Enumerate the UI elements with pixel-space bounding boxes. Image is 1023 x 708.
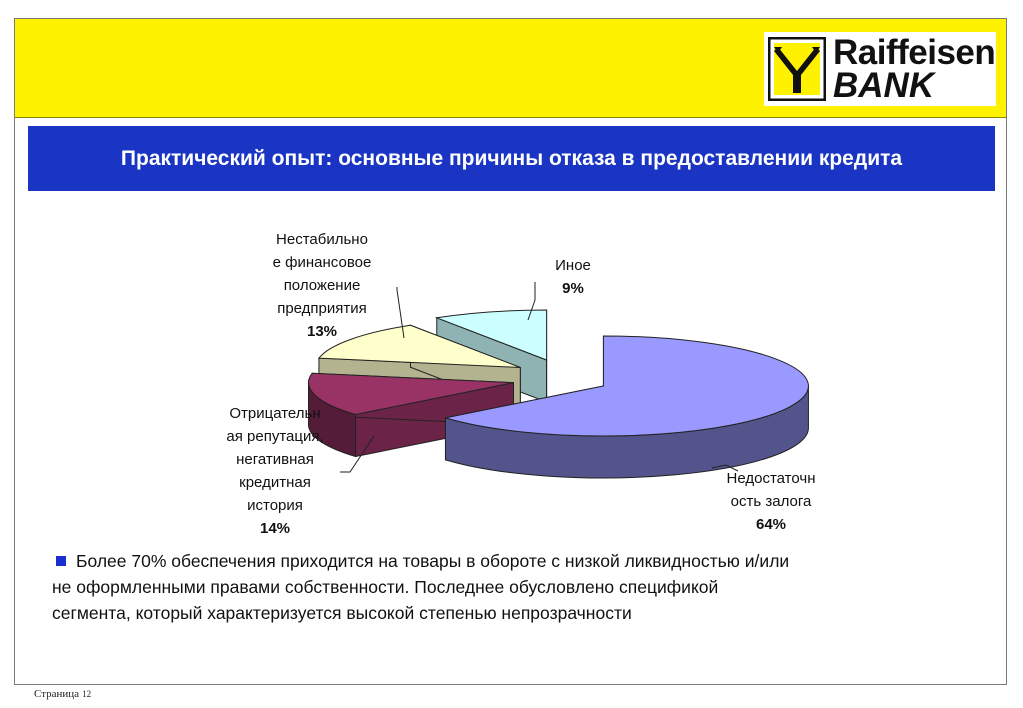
pie-slice	[308, 372, 515, 458]
slice-label-collateral: Недостаточн ость залога 64%	[706, 467, 836, 536]
slice-label-line: е финансовое	[272, 254, 372, 271]
slice-percent: 13%	[306, 323, 338, 340]
slice-label-line: ая репутация,	[226, 428, 324, 445]
raiffeisen-crossed-horses-icon	[767, 36, 827, 102]
slice-percent: 9%	[562, 280, 584, 297]
slice-label-other: Иное 9%	[528, 254, 618, 300]
note-line-1: Более 70% обеспечения приходится на това…	[76, 551, 790, 571]
logo-line-1: Raiffeisen	[833, 33, 996, 72]
slice-top-face	[317, 324, 521, 368]
page-footer: Страница 12	[34, 688, 91, 700]
logo-text: Raiffeisen BANK	[833, 33, 996, 105]
note-paragraph: Более 70% обеспечения приходится на това…	[52, 548, 952, 626]
bank-logo: Raiffeisen BANK	[764, 32, 996, 106]
slice-label-line: положение	[283, 277, 361, 294]
header-band: Raiffeisen BANK	[15, 19, 1006, 118]
leader-line-other	[527, 282, 536, 321]
slice-label-unstable-finance: Нестабильно е финансовое положение предприя…	[247, 228, 397, 343]
slice-top-face	[308, 372, 514, 416]
slice-label-line: кредитная	[239, 474, 311, 491]
slice-label-text: Недостаточн ость залога	[706, 467, 836, 513]
slice-label-text: Отрицательн ая репутация, негативная кредит…	[200, 402, 350, 517]
slice-top-face	[434, 309, 548, 361]
slice-label-line: Отрицательн	[229, 405, 321, 422]
leader-line-collateral	[711, 464, 739, 472]
slice-label-line: история	[247, 497, 303, 514]
slice-label-line: ость залога	[730, 493, 812, 510]
slide-frame: Raiffeisen BANK Практический опыт: основ…	[14, 18, 1007, 685]
pie-slice	[444, 335, 809, 479]
note-line-2: не оформленными правами собственности. П…	[52, 577, 719, 597]
note-line-3: сегмента, который характеризуется высоко…	[52, 603, 632, 623]
slice-percent: 64%	[755, 516, 787, 533]
page-number: 12	[82, 689, 92, 699]
slice-label-line: негативная	[236, 451, 314, 468]
slice-label-text: Иное	[555, 257, 591, 274]
logo-line-2: BANK	[833, 66, 935, 105]
slice-label-reputation: Отрицательн ая репутация, негативная кредит…	[200, 402, 350, 540]
slice-label-line: предприятия	[277, 300, 367, 317]
square-bullet-icon	[56, 556, 66, 566]
slice-label-line: Нестабильно	[276, 231, 368, 248]
leader-line-unstable-finance	[396, 287, 405, 339]
page-label: Страница	[34, 688, 80, 700]
slice-top-face	[445, 335, 809, 437]
slice-label-line: Недостаточн	[726, 470, 816, 487]
leader-line-reputation	[340, 435, 375, 473]
slice-label-text: Нестабильно е финансовое положение предприя…	[247, 228, 397, 320]
slice-percent: 14%	[259, 520, 291, 537]
slide-title: Практический опыт: основные причины отка…	[28, 126, 995, 191]
